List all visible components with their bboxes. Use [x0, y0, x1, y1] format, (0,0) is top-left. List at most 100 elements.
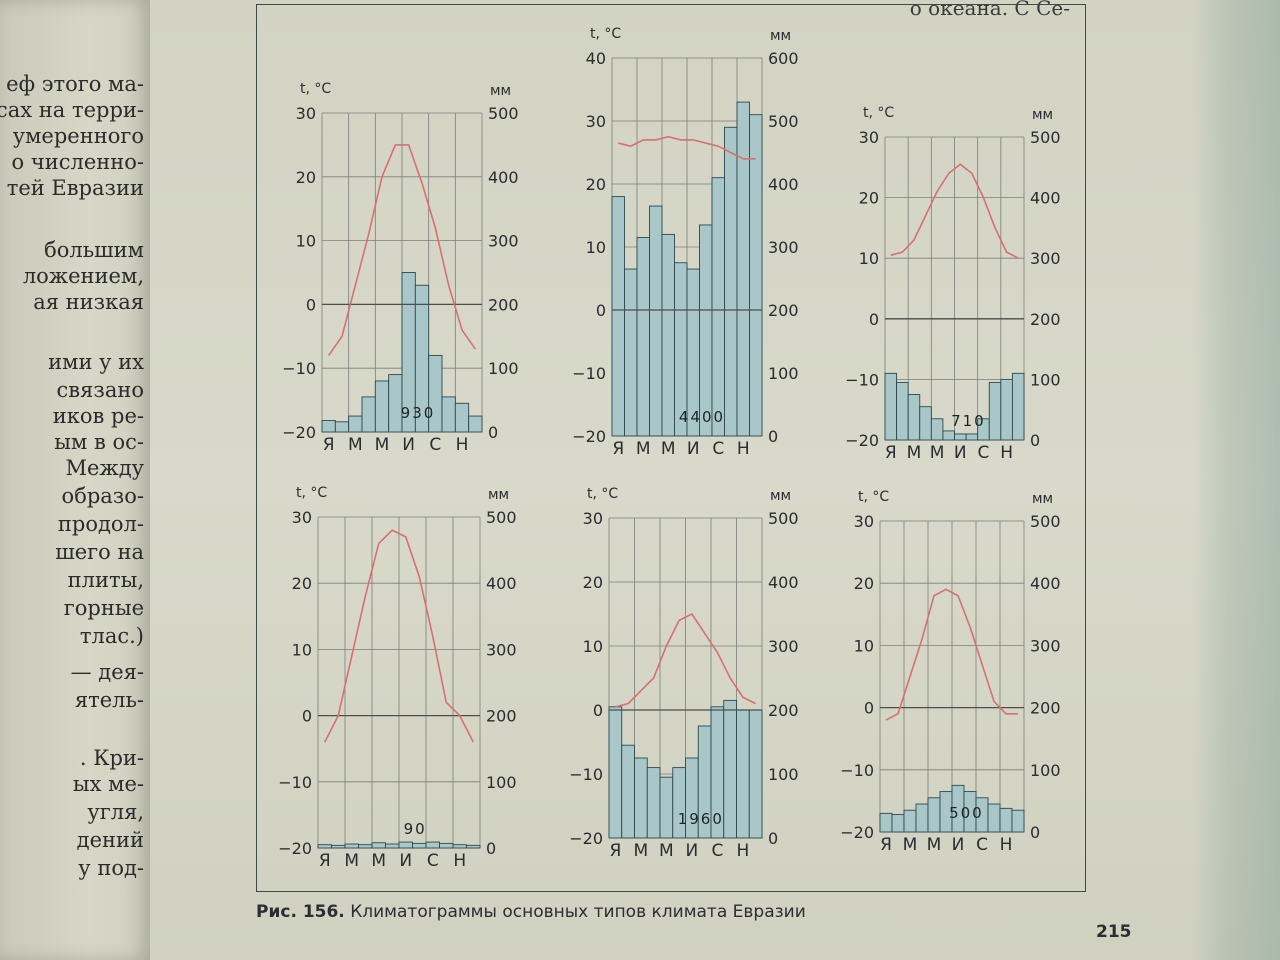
temp-tick-label: −20	[278, 839, 312, 858]
temp-tick-label: −20	[569, 829, 603, 848]
left-page-line: связано	[56, 378, 144, 402]
temp-axis-label: t, °C	[296, 485, 327, 501]
precip-tick-label: 300	[486, 640, 517, 659]
precip-bar	[749, 114, 763, 437]
month-label: М	[659, 841, 674, 861]
precip-bar	[988, 381, 1002, 441]
precip-total-label: 710	[951, 412, 986, 430]
month-label: М	[930, 443, 945, 463]
left-page-line: ых ме-	[72, 772, 144, 796]
month-label: М	[371, 851, 386, 871]
month-label: Я	[612, 439, 624, 459]
month-label: Я	[880, 835, 892, 855]
month-label: М	[348, 435, 363, 455]
precip-tick-label: 600	[768, 49, 799, 68]
top-right-text: о океана. С Се-	[909, 0, 1070, 20]
temp-tick-label: −10	[845, 370, 879, 389]
precip-tick-label: 200	[768, 301, 799, 320]
temp-axis-label: t, °C	[300, 81, 331, 97]
precip-tick-label: 400	[486, 574, 517, 593]
precip-bar	[348, 415, 363, 433]
precip-bar	[358, 844, 373, 849]
precip-bar	[661, 233, 675, 437]
temp-tick-label: 0	[864, 699, 874, 718]
precip-tick-label: 200	[486, 707, 517, 726]
temp-axis-label: t, °C	[587, 486, 618, 502]
month-label: Н	[1000, 835, 1013, 855]
temp-tick-label: −10	[278, 773, 312, 792]
precip-bar	[344, 843, 359, 849]
month-label: Я	[609, 841, 621, 861]
temp-tick-label: 30	[586, 112, 606, 131]
left-page-line: горные	[63, 596, 144, 620]
precip-bar	[624, 268, 638, 437]
temp-tick-label: −20	[840, 823, 874, 842]
temperature-line	[615, 612, 756, 708]
precip-tick-label: 0	[486, 839, 496, 858]
precip-bar	[441, 396, 456, 433]
temp-tick-label: −10	[282, 359, 316, 378]
precip-bar	[879, 812, 893, 833]
temp-tick-label: 20	[854, 574, 874, 593]
month-label: И	[954, 443, 967, 463]
temp-tick-label: −20	[282, 423, 316, 442]
precip-tick-label: 200	[1030, 310, 1061, 329]
precip-tick-label: 100	[1030, 761, 1061, 780]
month-label: М	[903, 835, 918, 855]
left-page-line: плиты,	[67, 568, 144, 592]
precip-tick-label: 0	[488, 423, 498, 442]
precip-tick-label: 300	[768, 238, 799, 257]
temp-tick-label: 0	[302, 707, 312, 726]
temp-tick-label: 30	[854, 512, 874, 531]
precip-tick-label: 100	[1030, 370, 1061, 389]
month-label: Н	[453, 851, 466, 871]
month-label: С	[976, 835, 988, 855]
month-label: И	[687, 439, 700, 459]
precip-bar	[954, 433, 967, 441]
temp-tick-label: −10	[569, 765, 603, 784]
precip-bar	[891, 814, 905, 833]
temperature-line	[324, 529, 474, 743]
precip-bar	[634, 757, 648, 839]
precip-tick-label: 100	[768, 364, 799, 383]
left-page-line: Между	[65, 456, 144, 480]
precip-bar	[331, 844, 346, 849]
month-label: С	[429, 435, 441, 455]
precip-bar	[371, 842, 386, 849]
figure-number: Рис. 156.	[256, 902, 345, 922]
precip-tick-label: 300	[1030, 636, 1061, 655]
precip-tick-label: 200	[1030, 699, 1061, 718]
left-page-line: ложением,	[22, 264, 144, 288]
left-page-line: ым в ос-	[54, 430, 144, 454]
precip-bar	[454, 402, 470, 433]
precip-tick-label: 200	[488, 295, 519, 314]
temp-tick-label: 30	[859, 128, 879, 147]
precip-tick-label: 400	[768, 573, 799, 592]
temperature-line	[890, 163, 1019, 259]
left-page-line: сах на терри-	[0, 98, 144, 122]
precip-bar	[907, 394, 921, 441]
month-label: С	[978, 443, 990, 463]
figure-caption-text: Климатограммы основных типов климата Евр…	[350, 902, 806, 922]
month-label: И	[399, 851, 412, 871]
precip-bar	[468, 415, 483, 433]
precip-bar	[621, 744, 635, 839]
precip-bar	[1011, 809, 1025, 833]
precip-bar	[659, 776, 674, 839]
precip-bar	[649, 205, 663, 437]
temp-tick-label: 10	[583, 637, 603, 656]
month-label: М	[636, 439, 651, 459]
precip-total-label: 500	[949, 804, 984, 822]
left-page-line: — дея-	[70, 660, 144, 684]
precip-bar	[723, 699, 737, 839]
precip-bar	[334, 421, 350, 433]
temp-tick-label: 10	[296, 232, 316, 251]
left-page-line: ятель-	[74, 688, 144, 712]
precip-total-label: 90	[404, 820, 427, 838]
precip-tick-label: 0	[768, 829, 778, 848]
precip-tick-label: 400	[768, 175, 799, 194]
precip-tick-label: 200	[768, 701, 799, 720]
